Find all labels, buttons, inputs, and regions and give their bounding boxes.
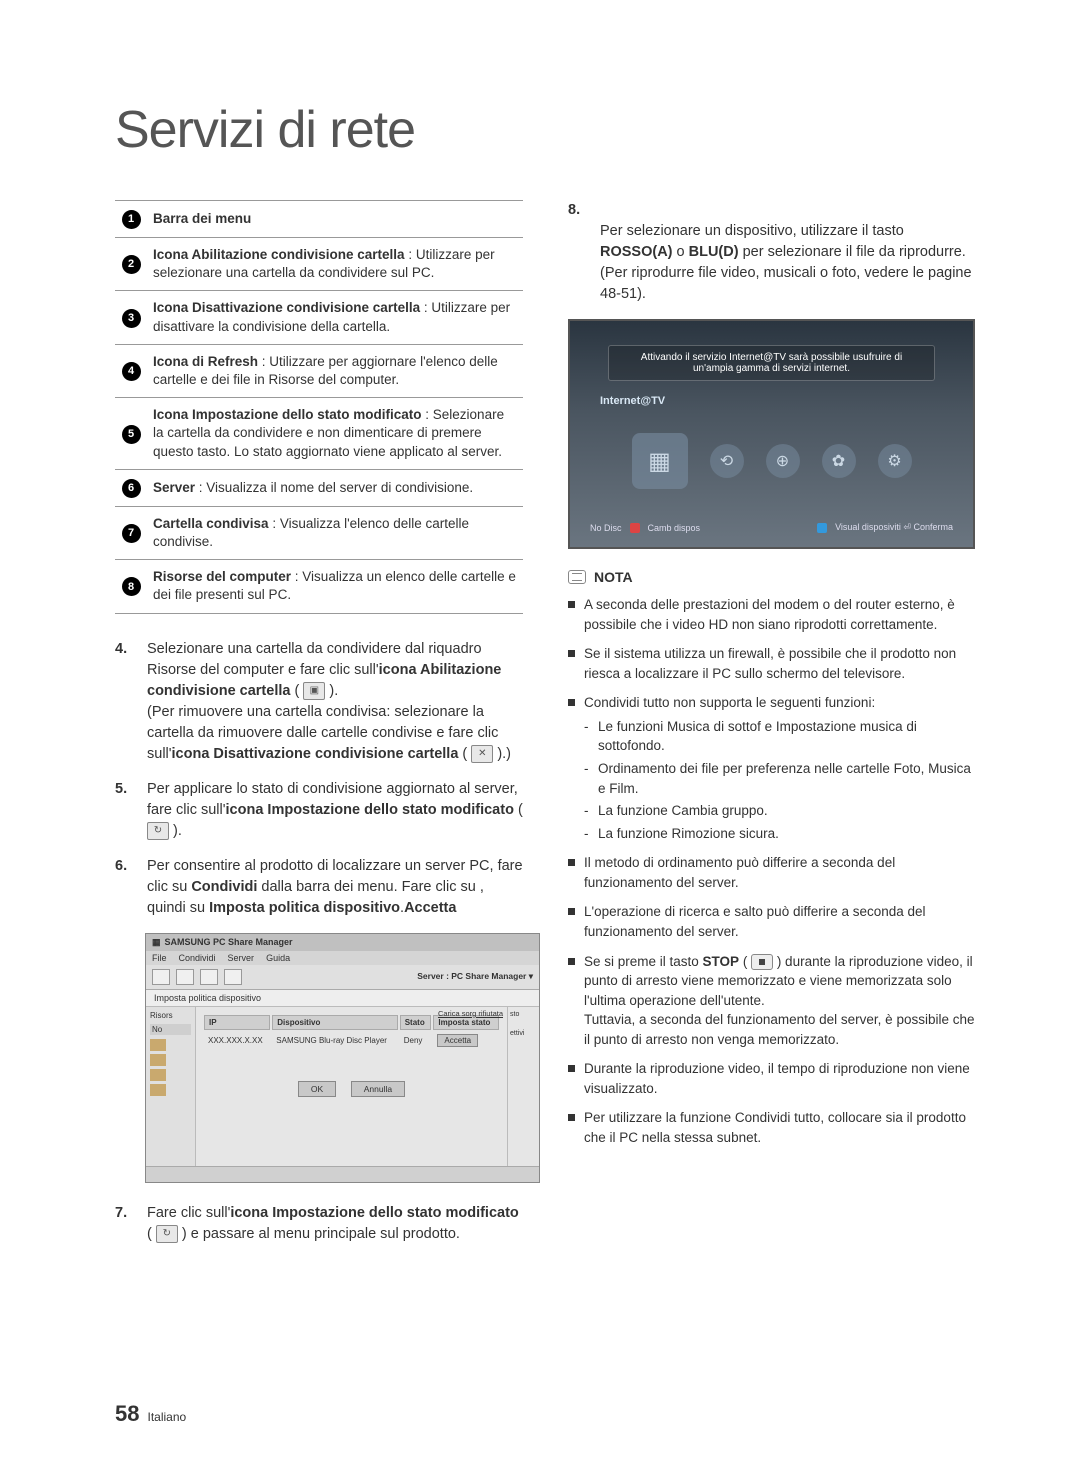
step-7: 7. Fare clic sull'icona Impostazione del… <box>115 1203 523 1245</box>
legend-number: 6 <box>122 479 141 498</box>
cancel-button: Annulla <box>351 1081 405 1097</box>
tv-main-icon: ▦ <box>632 433 688 489</box>
legend-title: Server <box>153 480 195 495</box>
step: 5.Per applicare lo stato di condivisione… <box>115 779 523 842</box>
server-label: Server : PC Share Manager ▾ <box>417 971 533 982</box>
page-footer: 58 Italiano <box>115 1401 186 1427</box>
right-panel: sto ettivi <box>507 1007 539 1166</box>
scrollbar <box>146 1166 539 1182</box>
legend-title: Icona di Refresh <box>153 354 258 369</box>
nota-item: Condividi tutto non supporta le seguenti… <box>568 693 975 843</box>
legend-title: Icona Disattivazione condivisione cartel… <box>153 300 420 315</box>
legend-title: Cartella condivisa <box>153 516 269 531</box>
left-panel: Risors No <box>146 1007 196 1166</box>
legend-desc: : Visualizza il nome del server di condi… <box>195 480 473 495</box>
tv-screenshot: Attivando il servizio Internet@TV sarà p… <box>568 319 975 549</box>
tool-icon <box>152 969 170 985</box>
page-language: Italiano <box>147 1410 186 1424</box>
step: 4.Selezionare una cartella da condivider… <box>115 639 523 765</box>
tool-icon <box>176 969 194 985</box>
menu-item: Guida <box>266 953 290 963</box>
legend-title: Icona Abilitazione condivisione cartella <box>153 247 405 262</box>
tv-banner: Attivando il servizio Internet@TV sarà p… <box>608 345 935 381</box>
red-key-icon <box>630 523 640 533</box>
step: 6.Per consentire al prodotto di localizz… <box>115 856 523 919</box>
pc-share-manager-screenshot: ▦ SAMSUNG PC Share Manager File Condividi… <box>145 933 540 1183</box>
folder-icon <box>150 1069 166 1081</box>
legend-number: 7 <box>122 524 141 543</box>
blue-key-icon <box>817 523 827 533</box>
folder-icon <box>150 1039 166 1051</box>
folder-icon <box>150 1054 166 1066</box>
step-8: 8. Per selezionare un dispositivo, utili… <box>568 200 975 305</box>
legend-number: 8 <box>122 577 141 596</box>
folder-share-icon: ▣ <box>303 682 325 700</box>
tv-app-icon: ⟲ <box>710 444 744 478</box>
tv-app-icon: ⊕ <box>766 444 800 478</box>
nota-header: NOTA <box>568 569 975 585</box>
menu-bar: File Condividi Server Guida <box>146 951 539 965</box>
nota-subitem: Le funzioni Musica di sottof e Impostazi… <box>584 717 975 756</box>
accept-btn: Accetta <box>437 1034 478 1047</box>
nota-item: Se si preme il tasto STOP ( ) durante la… <box>568 952 975 1050</box>
legend-number: 3 <box>122 309 141 328</box>
nota-item: Se il sistema utilizza un firewall, è po… <box>568 644 975 683</box>
tv-app-icon: ⚙ <box>878 444 912 478</box>
legend-number: 1 <box>122 210 141 229</box>
window-icon: ▦ <box>152 937 161 948</box>
nota-item: Durante la riproduzione video, il tempo … <box>568 1059 975 1098</box>
note-icon <box>568 570 586 584</box>
page-title: Servizi di rete <box>115 100 975 160</box>
nota-list: A seconda delle prestazioni del modem o … <box>568 595 975 1148</box>
legend-title: Barra dei menu <box>153 211 251 226</box>
sub-header: Imposta politica dispositivo <box>146 990 539 1007</box>
nota-subitem: Ordinamento dei file per preferenza nell… <box>584 759 975 798</box>
left-column: 1 Barra dei menu 2 Icona Abilitazione condi… <box>115 200 523 1259</box>
nota-item: Il metodo di ordinamento può differire a… <box>568 853 975 892</box>
page-number: 58 <box>115 1401 139 1427</box>
toolbar: Server : PC Share Manager ▾ <box>146 965 539 990</box>
tool-icon <box>200 969 218 985</box>
ok-button: OK <box>298 1081 336 1097</box>
right-column: 8. Per selezionare un dispositivo, utili… <box>568 200 975 1259</box>
stop-icon <box>751 954 773 970</box>
legend-number: 5 <box>122 425 141 444</box>
refresh-state-icon: ↻ <box>156 1225 178 1243</box>
legend-number: 2 <box>122 255 141 274</box>
window-title: SAMSUNG PC Share Manager <box>165 937 293 947</box>
legend-title: Icona Impostazione dello stato modificat… <box>153 407 422 422</box>
menu-item: Server <box>228 953 255 963</box>
nota-subitem: La funzione Rimozione sicura. <box>584 824 975 844</box>
legend-number: 4 <box>122 362 141 381</box>
nota-item: Per utilizzare la funzione Condividi tut… <box>568 1108 975 1147</box>
nota-subitem: La funzione Cambia gruppo. <box>584 801 975 821</box>
refresh-state-icon: ↻ <box>147 822 169 840</box>
legend-title: Risorse del computer <box>153 569 291 584</box>
tool-icon <box>224 969 242 985</box>
center-panel: Carica sorg rifiutata IPDispositivoStato… <box>196 1007 507 1166</box>
icon-legend-table: 1 Barra dei menu 2 Icona Abilitazione condi… <box>115 200 523 614</box>
link: Carica sorg rifiutata <box>438 1009 503 1018</box>
folder-unshare-icon: ✕ <box>471 745 493 763</box>
nota-item: L'operazione di ricerca e salto può diff… <box>568 902 975 941</box>
folder-icon <box>150 1084 166 1096</box>
tv-app-icon: ✿ <box>822 444 856 478</box>
nota-item: A seconda delle prestazioni del modem o … <box>568 595 975 634</box>
menu-item: Condividi <box>179 953 216 963</box>
tv-label: Internet@TV <box>600 395 953 407</box>
menu-item: File <box>152 953 167 963</box>
